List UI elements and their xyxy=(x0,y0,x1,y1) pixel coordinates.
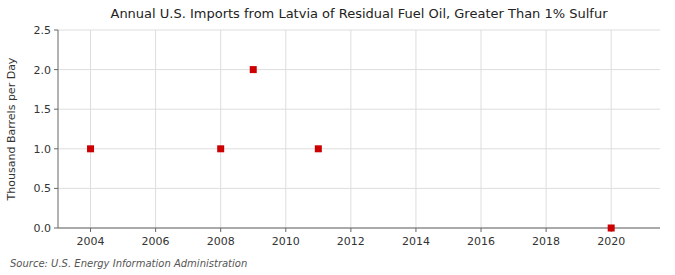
x-tick xyxy=(481,228,482,232)
axes: 0.0 0.5 1.0 1.5 2.0 2.5 2004 2006 2008 2010 2012 20… xyxy=(34,24,661,248)
y-axis-label: Thousand Barrels per Day xyxy=(5,57,18,201)
y-grid-line xyxy=(58,109,660,110)
y-tick xyxy=(54,188,58,189)
y-grid-line xyxy=(58,30,660,31)
scatter-point xyxy=(608,225,615,232)
x-grid-line xyxy=(155,30,156,228)
y-tick-label: 1.5 xyxy=(34,103,52,116)
scatter-point xyxy=(250,66,257,73)
x-tick xyxy=(285,228,286,232)
x-tick-label: 2004 xyxy=(77,235,105,248)
y-tick xyxy=(54,109,58,110)
y-tick xyxy=(54,228,58,229)
scatter-point xyxy=(217,145,224,152)
y-tick xyxy=(54,30,58,31)
background xyxy=(0,0,675,275)
x-tick-label: 2010 xyxy=(272,235,300,248)
y-tick-label: 1.0 xyxy=(34,143,52,156)
y-tick-label: 0.0 xyxy=(34,222,52,235)
x-tick-label: 2020 xyxy=(597,235,625,248)
y-grid-line xyxy=(58,188,660,189)
grid xyxy=(58,30,660,228)
x-axis-line xyxy=(58,228,660,229)
y-grid-line xyxy=(58,148,660,149)
x-tick xyxy=(90,228,91,232)
x-grid-line xyxy=(220,30,221,228)
y-tick-label: 0.5 xyxy=(34,182,52,195)
y-grid-line xyxy=(58,228,660,229)
x-tick xyxy=(155,228,156,232)
y-tick-label: 2.5 xyxy=(34,24,52,37)
x-grid-line xyxy=(415,30,416,228)
chart-container: 0.0 0.5 1.0 1.5 2.0 2.5 2004 2006 2008 2010 2012 20… xyxy=(0,0,675,275)
x-tick-label: 2016 xyxy=(467,235,495,248)
x-grid-line xyxy=(611,30,612,228)
y-tick xyxy=(54,69,58,70)
x-tick-label: 2014 xyxy=(402,235,430,248)
x-tick xyxy=(350,228,351,232)
x-tick-label: 2008 xyxy=(207,235,235,248)
x-tick xyxy=(546,228,547,232)
x-grid-line xyxy=(481,30,482,228)
chart-title: Annual U.S. Imports from Latvia of Resid… xyxy=(110,6,608,21)
x-tick xyxy=(415,228,416,232)
scatter-point xyxy=(315,145,322,152)
x-grid-line xyxy=(285,30,286,228)
scatter-point xyxy=(87,145,94,152)
x-grid-line xyxy=(90,30,91,228)
y-tick-label: 2.0 xyxy=(34,64,52,77)
x-grid-line xyxy=(546,30,547,228)
chart-svg: 0.0 0.5 1.0 1.5 2.0 2.5 2004 2006 2008 2010 2012 20… xyxy=(0,0,675,275)
x-tick xyxy=(220,228,221,232)
y-axis-line xyxy=(58,30,59,228)
y-grid-line xyxy=(58,69,660,70)
y-tick xyxy=(54,148,58,149)
x-tick-label: 2018 xyxy=(532,235,560,248)
x-grid-line xyxy=(350,30,351,228)
x-tick-label: 2012 xyxy=(337,235,365,248)
source-note: Source: U.S. Energy Information Administ… xyxy=(10,258,247,269)
x-tick-label: 2006 xyxy=(142,235,170,248)
points xyxy=(87,66,615,231)
